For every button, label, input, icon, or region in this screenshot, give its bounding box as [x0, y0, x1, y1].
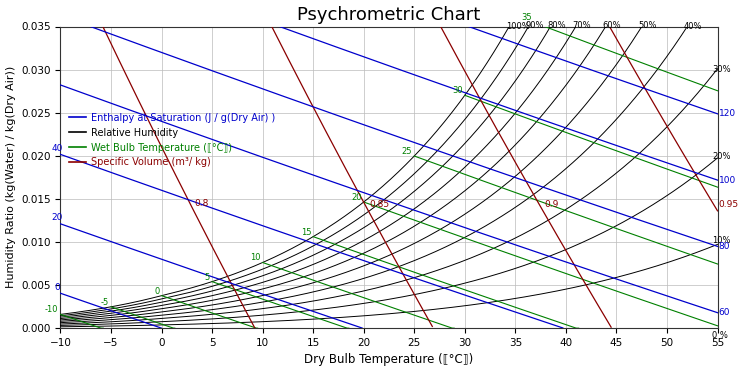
Text: 20: 20 [52, 213, 63, 222]
Text: 0.95: 0.95 [719, 200, 739, 209]
Text: 20: 20 [351, 193, 362, 202]
Text: 90%: 90% [525, 21, 544, 30]
Text: 40%: 40% [684, 22, 702, 31]
X-axis label: Dry Bulb Temperature (⟦°C⟧): Dry Bulb Temperature (⟦°C⟧) [304, 353, 474, 366]
Text: 80%: 80% [548, 21, 566, 30]
Text: 120: 120 [719, 109, 736, 118]
Text: 60: 60 [719, 308, 730, 317]
Text: 0.85: 0.85 [370, 201, 390, 209]
Text: 0: 0 [54, 282, 60, 292]
Text: 80: 80 [719, 242, 730, 251]
Text: 35: 35 [521, 13, 531, 22]
Text: 10: 10 [250, 253, 260, 263]
Text: 50%: 50% [638, 21, 657, 30]
Text: 30%: 30% [712, 65, 731, 74]
Y-axis label: Humidity Ratio (kg(Water) / kg(Dry Air)): Humidity Ratio (kg(Water) / kg(Dry Air)) [5, 66, 16, 288]
Text: 25: 25 [402, 147, 412, 156]
Text: 100: 100 [719, 176, 736, 185]
Text: 0.8: 0.8 [194, 199, 208, 208]
Text: 60%: 60% [603, 21, 621, 30]
Text: 0: 0 [154, 286, 159, 296]
Text: 10%: 10% [712, 236, 731, 245]
Text: -10: -10 [45, 305, 59, 314]
Text: 40: 40 [52, 144, 63, 153]
Text: 0 %: 0 % [712, 331, 728, 340]
Text: 30: 30 [452, 86, 463, 95]
Text: -5: -5 [100, 298, 109, 307]
Text: 20%: 20% [712, 152, 731, 161]
Text: 100%: 100% [506, 22, 530, 31]
Text: 5: 5 [205, 273, 210, 282]
Text: 15: 15 [301, 228, 311, 237]
Text: 0.9: 0.9 [544, 200, 559, 209]
Legend: Enthalpy at Saturation (J / g(Dry Air) ), Relative Humidity, Wet Bulb Temperatur: Enthalpy at Saturation (J / g(Dry Air) )… [68, 113, 275, 167]
Text: 70%: 70% [573, 21, 591, 30]
Title: Psychrometric Chart: Psychrometric Chart [298, 6, 481, 23]
